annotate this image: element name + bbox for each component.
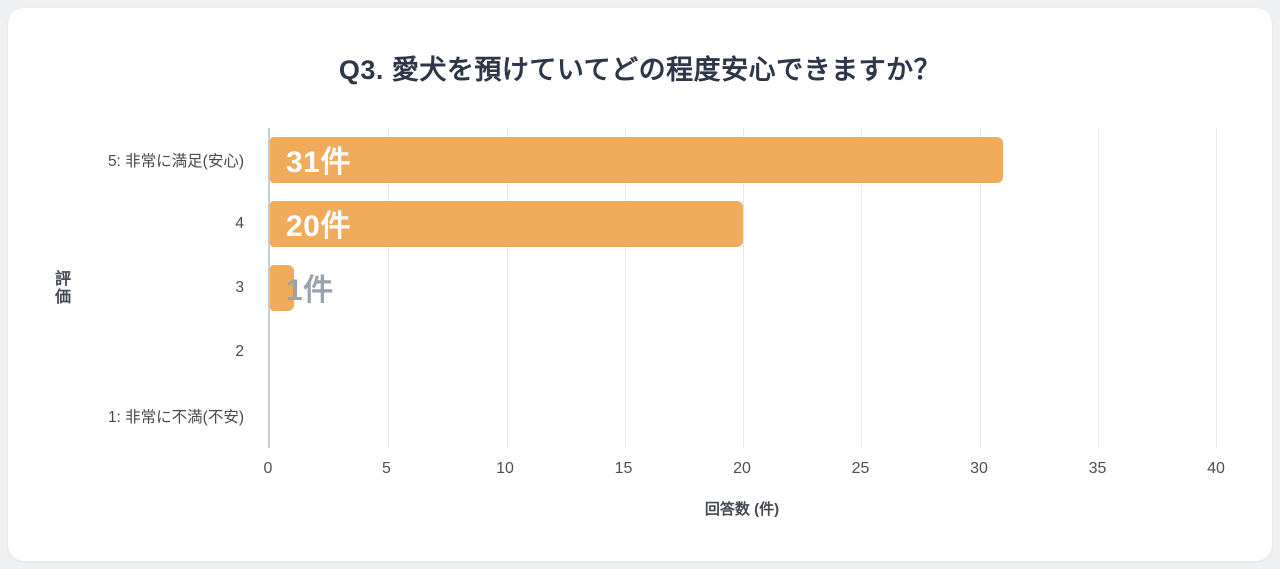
x-tick-label: 5 — [382, 460, 391, 477]
gridline — [861, 128, 863, 448]
x-tick-label: 10 — [496, 460, 514, 477]
gridline — [388, 128, 390, 448]
y-category-label: 1: 非常に不満(不安) — [107, 409, 244, 426]
category-labels: 5: 非常に満足(安心) 4 3 2 1: 非常に不満(不安) — [8, 128, 256, 448]
gridline — [1097, 128, 1099, 448]
y-category-label: 5: 非常に満足(安心) — [107, 153, 244, 170]
bar-row: 20件 — [270, 192, 1216, 256]
gridline — [624, 128, 626, 448]
x-tick-label: 40 — [1207, 460, 1225, 477]
y-category-label: 3 — [235, 279, 244, 296]
bar-value-label: 1件 — [286, 274, 334, 308]
bar-value-label: 20件 — [286, 210, 351, 244]
y-category-label: 2 — [235, 343, 244, 360]
gridline — [743, 128, 744, 448]
bar-value-label: 31件 — [286, 146, 351, 180]
gridline — [1216, 128, 1217, 448]
y-axis-title-text: 評価 — [52, 270, 69, 306]
y-category-label: 4 — [235, 215, 244, 232]
chart-title: Q3. 愛犬を預けていてどの程度安心できますか？ — [338, 55, 942, 85]
bar — [270, 137, 1004, 183]
bar-row: 1件 — [270, 256, 1216, 320]
x-tick-label: 20 — [733, 460, 751, 477]
bar-row — [270, 320, 1216, 384]
x-tick-label: 35 — [1088, 460, 1107, 477]
bar-row — [270, 384, 1216, 448]
bar — [270, 201, 743, 247]
x-tick-label: 30 — [970, 460, 988, 477]
x-axis-title: 回答数 (件) — [704, 501, 780, 518]
x-tick-label: 0 — [263, 460, 273, 477]
y-axis-title: 評価 — [46, 128, 74, 448]
x-tick-label: 15 — [614, 460, 633, 477]
x-ticks: 0 5 10 15 20 25 30 35 40 — [264, 460, 1225, 482]
gridline — [979, 128, 981, 448]
plot-area: 31件 20件 1件 — [268, 128, 1217, 448]
bar-row: 31件 — [270, 128, 1216, 192]
gridline — [506, 128, 508, 448]
bar — [270, 265, 294, 311]
x-tick-label: 25 — [851, 460, 870, 477]
chart-card: Q3. 愛犬を預けていてどの程度安心できますか？ 評価 5: 非常に満足(安心)… — [8, 8, 1272, 561]
